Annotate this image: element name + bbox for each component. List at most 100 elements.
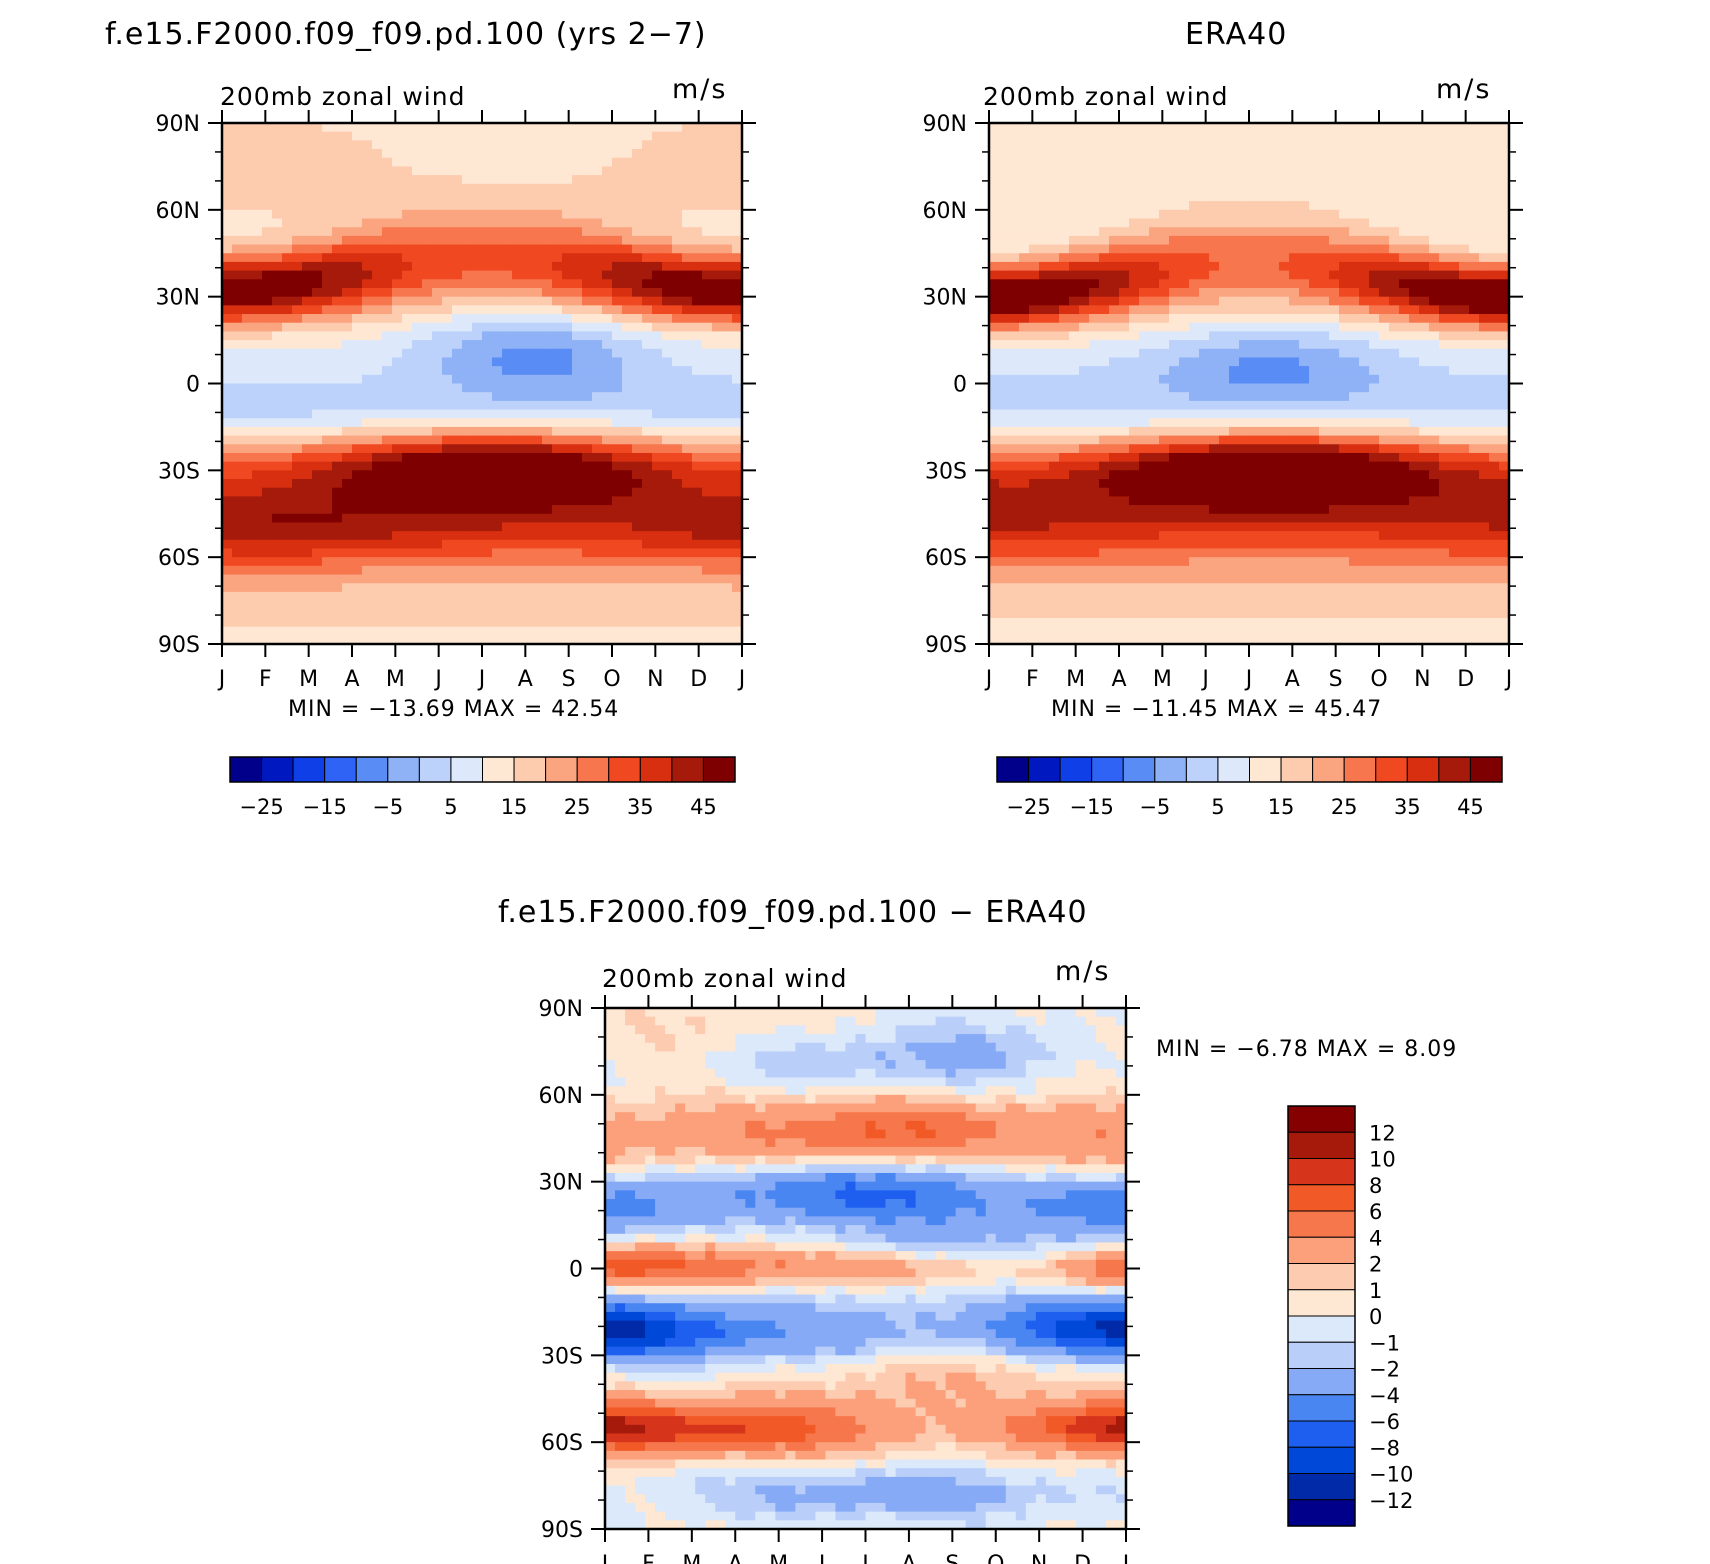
heatmap-cell-1	[1239, 227, 1250, 237]
heatmap-cell-0	[712, 452, 723, 463]
heatmap-cell-0	[222, 218, 233, 228]
heatmap-cell-0	[262, 374, 273, 385]
heatmap-cell-1	[1279, 296, 1290, 306]
heatmap-cell-0	[382, 487, 393, 497]
heatmap-cell-0	[582, 452, 593, 463]
heatmap-cell-1	[1049, 253, 1060, 263]
heatmap-cell-0	[362, 261, 373, 272]
heatmap-cell-0	[642, 261, 653, 272]
heatmap-cell-0	[662, 244, 673, 254]
heatmap-cell-0	[352, 461, 363, 471]
heatmap-cell-0	[502, 435, 513, 445]
heatmap-cell-0	[302, 444, 313, 454]
heatmap-cell-0	[542, 279, 553, 289]
heatmap-cell-1	[1239, 400, 1250, 411]
heatmap-cell-0	[362, 331, 373, 341]
heatmap-cell-1	[1329, 261, 1340, 272]
heatmap-cell-1	[1499, 227, 1510, 237]
heatmap-cell-1	[1129, 357, 1140, 367]
heatmap-cell-0	[622, 626, 633, 636]
heatmap-cell-1	[1499, 261, 1510, 272]
heatmap-cell-0	[472, 374, 483, 385]
heatmap-cell-0	[412, 287, 423, 298]
heatmap-cell-0	[342, 574, 353, 584]
heatmap-cell-0	[582, 609, 593, 619]
heatmap-cell-1	[1029, 348, 1040, 359]
heatmap-cell-1	[1179, 123, 1190, 133]
heatmap-cell-1	[1359, 383, 1370, 393]
heatmap-cell-0	[292, 183, 303, 194]
heatmap-cell-1	[1429, 374, 1440, 385]
heatmap-cell-0	[352, 409, 363, 419]
heatmap-cell-0	[612, 157, 623, 168]
heatmap-cell-0	[232, 444, 243, 454]
heatmap-cell-1	[1479, 157, 1490, 168]
heatmap-cell-0	[332, 183, 343, 194]
heatmap-cell-0	[272, 635, 283, 645]
heatmap-cell-0	[542, 357, 553, 367]
heatmap-cell-0	[702, 175, 713, 185]
heatmap-cell-0	[302, 505, 313, 515]
heatmap-cell-0	[592, 522, 603, 532]
heatmap-cell-0	[582, 383, 593, 393]
heatmap-cell-0	[312, 270, 323, 280]
heatmap-cell-0	[702, 505, 713, 515]
heatmap-cell-0	[342, 591, 353, 602]
heatmap-cell-0	[282, 131, 293, 141]
heatmap-cell-0	[502, 548, 513, 558]
heatmap-cell-1	[1449, 235, 1460, 246]
heatmap-cell-0	[452, 591, 463, 602]
heatmap-cell-0	[592, 140, 603, 150]
heatmap-cell-0	[322, 583, 333, 593]
heatmap-cell-0	[632, 201, 643, 211]
heatmap-cell-0	[352, 192, 363, 202]
heatmap-cell-0	[252, 374, 263, 385]
heatmap-cell-0	[382, 149, 393, 159]
heatmap-cell-1	[1209, 331, 1220, 341]
heatmap-cell-0	[602, 383, 613, 393]
heatmap-cell-0	[352, 435, 363, 445]
heatmap-cell-0	[532, 140, 543, 150]
heatmap-cell-0	[572, 392, 583, 402]
heatmap-cell-0	[352, 123, 363, 133]
heatmap-cell-1	[1289, 287, 1300, 298]
heatmap-cell-0	[522, 123, 533, 133]
heatmap-cell-1	[1159, 322, 1170, 332]
heatmap-cell-0	[702, 452, 713, 463]
heatmap-cell-1	[1159, 244, 1170, 254]
heatmap-cell-1	[1349, 209, 1360, 220]
heatmap-cell-0	[242, 409, 253, 419]
heatmap-cell-0	[672, 331, 683, 341]
heatmap-cell-0	[552, 253, 563, 263]
heatmap-cell-0	[632, 192, 643, 202]
heatmap-cell-0	[232, 123, 243, 133]
heatmap-cell-1	[1349, 287, 1360, 298]
heatmap-cell-0	[552, 244, 563, 254]
heatmap-cell-0	[542, 409, 553, 419]
heatmap-cell-1	[1469, 287, 1480, 298]
heatmap-cell-0	[242, 374, 253, 385]
heatmap-cell-1	[1049, 400, 1060, 411]
heatmap-cell-0	[512, 374, 523, 385]
heatmap-cell-1	[1119, 192, 1130, 202]
heatmap-cell-0	[412, 235, 423, 246]
heatmap-cell-1	[1039, 227, 1050, 237]
heatmap-cell-0	[632, 487, 643, 497]
heatmap-cell-0	[252, 426, 263, 437]
heatmap-cell-0	[732, 539, 743, 550]
heatmap-cell-1	[989, 235, 1000, 246]
heatmap-cell-0	[502, 287, 513, 298]
heatmap-cell-0	[682, 287, 693, 298]
heatmap-cell-0	[242, 296, 253, 306]
heatmap-cell-0	[702, 235, 713, 246]
heatmap-cell-1	[1429, 322, 1440, 332]
heatmap-cell-0	[422, 157, 433, 168]
heatmap-cell-0	[222, 617, 233, 628]
heatmap-cell-1	[1019, 244, 1030, 254]
heatmap-cell-0	[622, 635, 633, 645]
heatmap-cell-0	[472, 340, 483, 350]
heatmap-cell-1	[1249, 183, 1260, 194]
heatmap-cell-1	[1479, 235, 1490, 246]
heatmap-cell-0	[692, 287, 703, 298]
heatmap-cell-0	[472, 366, 483, 376]
